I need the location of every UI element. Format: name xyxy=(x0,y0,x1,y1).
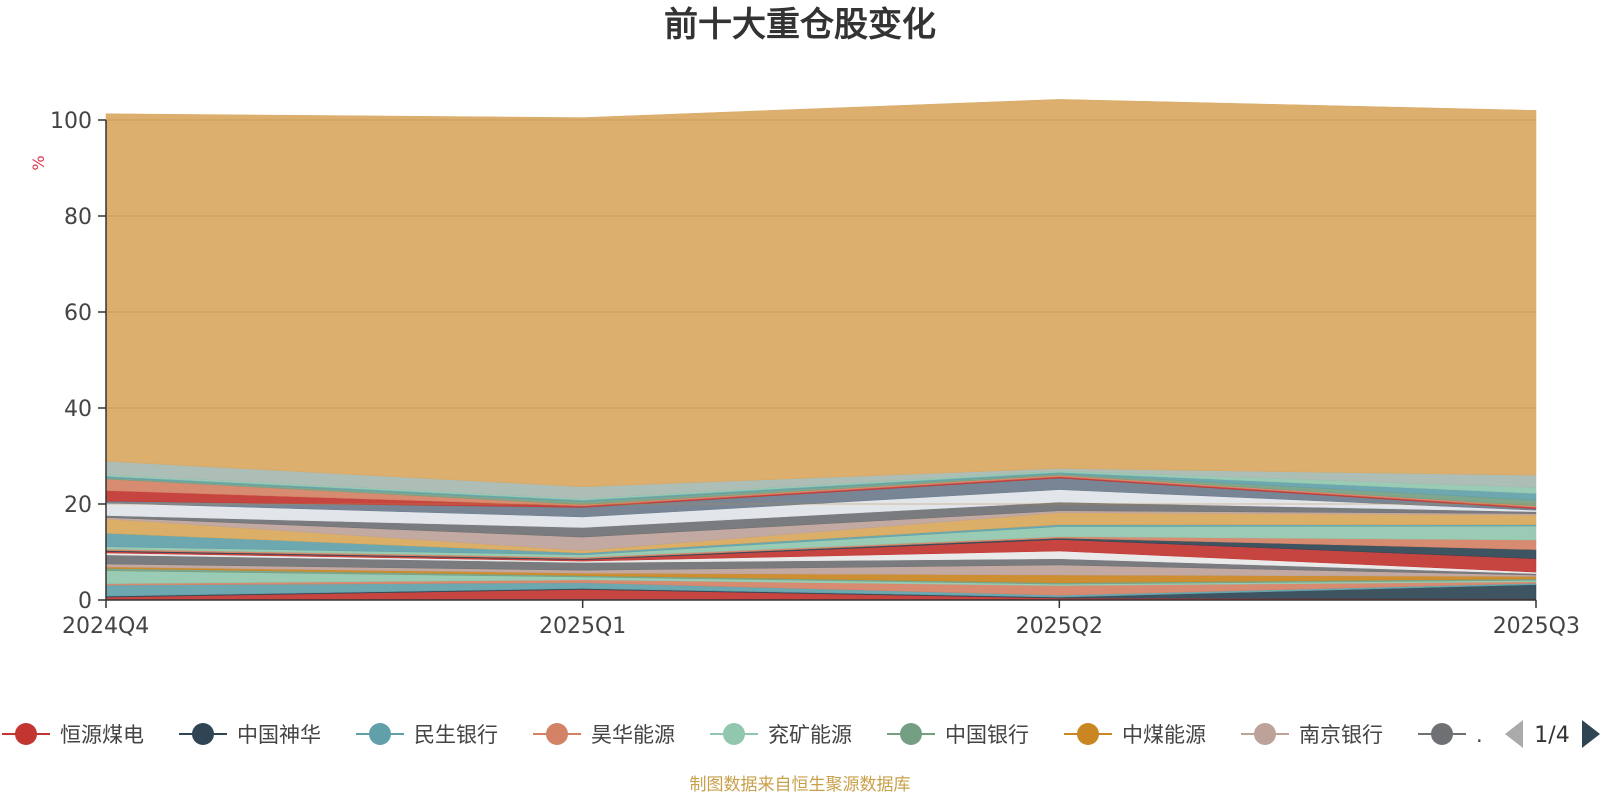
x-tick-label: 2025Q1 xyxy=(539,614,626,639)
y-tick-label: 20 xyxy=(64,493,92,518)
axes: 0 20 40 60 80 100 2024Q4 2025Q1 2025Q2 2025Q3 xyxy=(50,109,1580,639)
legend-circle-marker xyxy=(723,723,745,745)
chart-title: 前十大重仓股变化 xyxy=(664,5,936,45)
source-note: 制图数据来自恒生聚源数据库 xyxy=(690,775,911,795)
legend-label: 中国银行 xyxy=(945,723,1029,747)
legend-pagination: 1/4 xyxy=(1505,720,1600,748)
y-tick-label: 0 xyxy=(78,589,92,614)
legend-item[interactable]: 中国神华 xyxy=(179,723,321,747)
y-tick-label: 40 xyxy=(64,397,92,422)
legend-circle-marker xyxy=(1254,723,1276,745)
x-tick-label: 2024Q4 xyxy=(62,614,149,639)
legend-item[interactable]: 恒源煤电 xyxy=(2,723,144,747)
legend-item[interactable]: 民生银行 xyxy=(356,723,498,747)
area-series-27 xyxy=(105,99,1537,487)
legend-circle-marker xyxy=(369,723,391,745)
legend-label: 昊华能源 xyxy=(591,723,675,747)
grid-lines xyxy=(106,119,1536,505)
legend-item[interactable]: 南京银行 xyxy=(1241,723,1383,747)
legend-item[interactable]: 兖矿能源 xyxy=(710,723,852,747)
legend-label: 中煤能源 xyxy=(1122,723,1206,747)
legend-item[interactable]: 昊华能源 xyxy=(533,723,675,747)
y-tick-label: 80 xyxy=(64,205,92,230)
legend-label: 恒源煤电 xyxy=(60,723,144,747)
legend-item[interactable]: 中国银行 xyxy=(887,723,1029,747)
legend-item[interactable]: . xyxy=(1418,723,1483,747)
x-tick-label: 2025Q3 xyxy=(1493,614,1580,639)
legend-circle-marker xyxy=(15,723,37,745)
legend-label: 民生银行 xyxy=(414,723,498,747)
legend-circle-marker xyxy=(1431,723,1453,745)
x-tick-label: 2025Q2 xyxy=(1016,614,1103,639)
legend-label: 兖矿能源 xyxy=(768,723,852,747)
legend-circle-marker xyxy=(900,723,922,745)
plot-areas xyxy=(105,99,1537,601)
legend-circle-marker xyxy=(1077,723,1099,745)
legend-page-indicator: 1/4 xyxy=(1534,723,1569,748)
legend-label: . xyxy=(1476,723,1483,747)
legend-next-page-icon[interactable] xyxy=(1582,720,1600,748)
legend-item[interactable]: 中煤能源 xyxy=(1064,723,1206,747)
legend-circle-marker xyxy=(192,723,214,745)
legend-label: 南京银行 xyxy=(1299,723,1383,747)
legend: 恒源煤电 中国神华 民生银行 昊华能源 兖矿能源 中国银行 中煤能源 南京银行. 1/4 xyxy=(2,720,1600,748)
legend-label: 中国神华 xyxy=(237,723,321,747)
y-axis-unit: % xyxy=(29,155,48,170)
legend-prev-page-icon[interactable] xyxy=(1505,720,1523,748)
y-tick-label: 60 xyxy=(64,301,92,326)
y-tick-label: 100 xyxy=(50,109,92,134)
legend-circle-marker xyxy=(546,723,568,745)
